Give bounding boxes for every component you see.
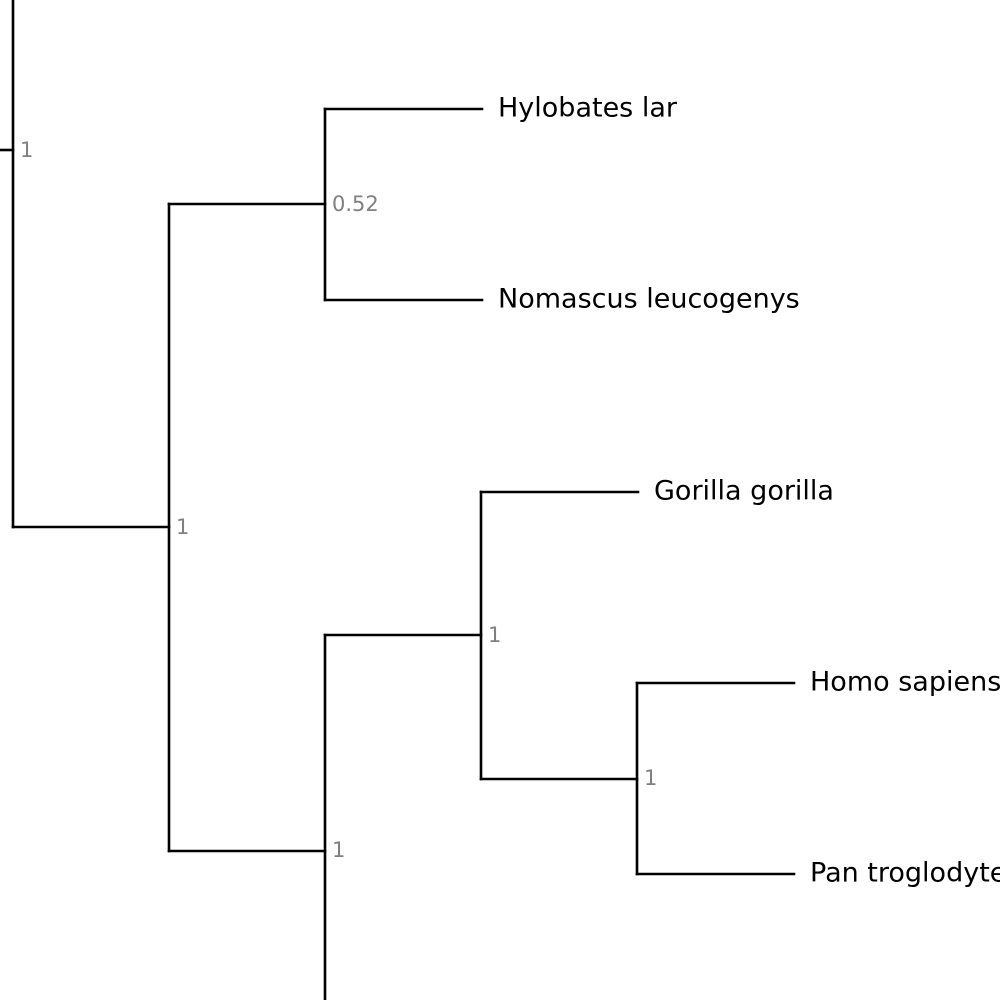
- clade-gibbons: 0.52 Hylobates lar Nomascus leucogenys: [167, 93, 800, 315]
- clade-great-apes: 1: [167, 633, 345, 1000]
- support-value: 0.52: [332, 192, 379, 216]
- support-value: 1: [176, 515, 189, 539]
- taxon-label-nomascus-leucogenys: Nomascus leucogenys: [498, 284, 800, 315]
- clade-apes: 1: [11, 202, 189, 853]
- support-value: 1: [488, 623, 501, 647]
- taxon-label-gorilla-gorilla: Gorilla gorilla: [654, 476, 834, 507]
- support-value: 1: [332, 838, 345, 862]
- clade-human-chimp: 1 Homo sapiens Pan troglodytes: [479, 667, 1000, 889]
- taxon-label-homo-sapiens: Homo sapiens: [810, 667, 1000, 698]
- clade-african-apes: 1 Gorilla gorilla: [323, 476, 834, 781]
- taxon-label-hylobates-lar: Hylobates lar: [498, 93, 678, 124]
- taxon-label-pan-troglodytes: Pan troglodytes: [810, 858, 1000, 889]
- clade-root: 1: [0, 0, 33, 529]
- support-value: 1: [20, 138, 33, 162]
- support-value: 1: [644, 766, 657, 790]
